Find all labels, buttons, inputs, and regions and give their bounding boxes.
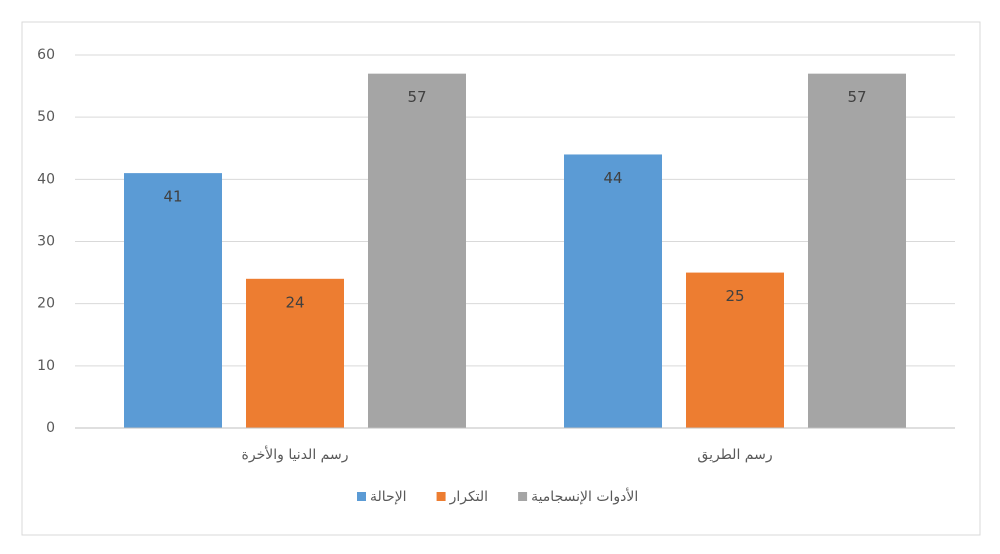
y-tick-label: 40 [37, 171, 55, 187]
bar [564, 154, 662, 428]
y-tick-label: 60 [37, 47, 55, 63]
data-label: 57 [847, 88, 866, 106]
legend-label: التكرار [449, 489, 489, 505]
legend-label: الإحالة [370, 489, 407, 505]
bar [808, 73, 906, 429]
legend-swatch [357, 492, 366, 501]
y-tick-label: 50 [37, 109, 55, 125]
x-tick-label: رسم الدنيا والأخرة [242, 445, 349, 463]
data-label: 57 [407, 88, 426, 106]
legend-swatch [436, 492, 446, 501]
bar [686, 272, 784, 428]
data-label: 24 [285, 293, 304, 311]
data-label: 44 [603, 169, 622, 187]
y-tick-label: 0 [46, 420, 55, 436]
legend-label: الأدوات الإنسجامية [531, 487, 638, 505]
data-label: 41 [163, 188, 182, 206]
data-label: 25 [725, 287, 744, 305]
y-tick-label: 20 [37, 296, 55, 312]
x-tick-label: رسم الطريق [697, 447, 772, 463]
y-tick-label: 10 [37, 358, 55, 374]
bar [246, 278, 344, 428]
y-tick-label: 30 [37, 234, 55, 250]
bar [368, 73, 466, 429]
bar [124, 173, 222, 428]
legend-swatch [518, 492, 528, 501]
